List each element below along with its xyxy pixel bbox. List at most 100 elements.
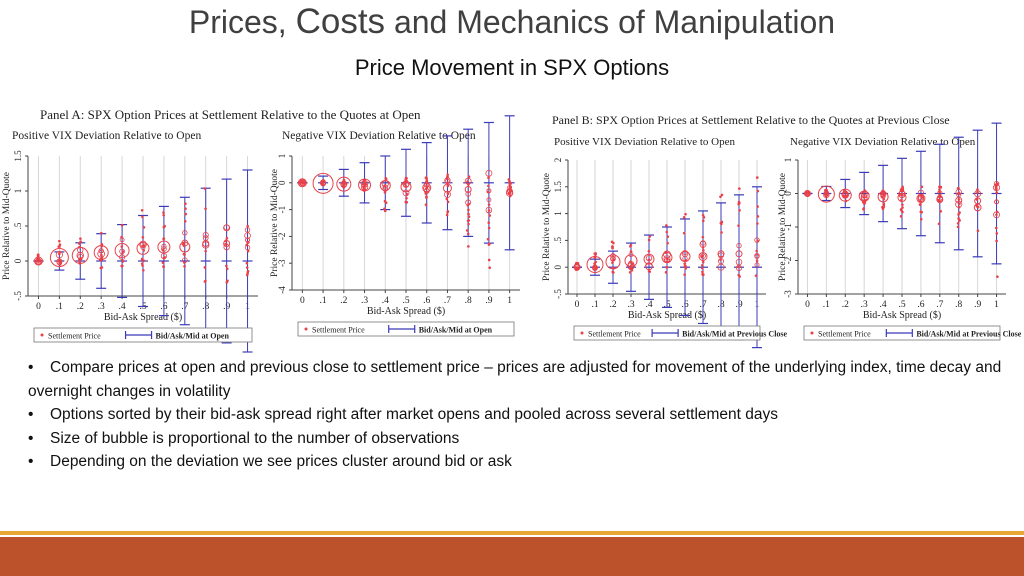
settlement-dot bbox=[611, 261, 614, 265]
bullet-item: • Depending on the deviation we see price… bbox=[28, 450, 1018, 474]
settlement-bubble-small bbox=[161, 246, 167, 252]
settlement-dot bbox=[956, 222, 960, 225]
bullet-text: Compare prices at open and previous clos… bbox=[28, 359, 1002, 400]
x-tick-label: .9 bbox=[974, 300, 981, 310]
settlement-bubble bbox=[624, 254, 638, 268]
settlement-dot bbox=[183, 253, 186, 256]
settlement-dot bbox=[465, 229, 469, 232]
settlement-bubble-small bbox=[464, 177, 472, 185]
bullet-text: Options sorted by their bid-ask spread r… bbox=[50, 406, 779, 423]
settlement-dot bbox=[383, 207, 386, 211]
settlement-bubble-small bbox=[993, 180, 1000, 187]
settlement-dot bbox=[58, 252, 61, 256]
settlement-bubble bbox=[916, 194, 926, 204]
settlement-bubble-small bbox=[955, 188, 962, 196]
x-tick-label: .2 bbox=[77, 302, 84, 312]
settlement-dot bbox=[184, 207, 187, 210]
settlement-bubble-small bbox=[700, 240, 706, 246]
settlement-dot bbox=[162, 265, 165, 268]
settlement-dot bbox=[487, 203, 491, 206]
x-tick-label: .1 bbox=[320, 296, 327, 306]
settlement-dot bbox=[957, 213, 960, 216]
x-tick-label: .4 bbox=[119, 302, 126, 312]
settlement-dot bbox=[593, 262, 597, 265]
y-axis-label: Price Relative to Mid-Quote bbox=[542, 173, 552, 281]
settlement-bubble-small bbox=[592, 264, 598, 270]
settlement-bubble bbox=[223, 240, 231, 247]
settlement-dot bbox=[424, 176, 428, 179]
settlement-dot bbox=[487, 209, 491, 212]
settlement-dot bbox=[142, 259, 146, 262]
settlement-bubble bbox=[358, 178, 372, 192]
settlement-dot bbox=[405, 196, 408, 200]
legend-settlement-marker bbox=[810, 331, 814, 335]
x-tick-label: .1 bbox=[56, 302, 63, 312]
settlement-bubble-small bbox=[444, 177, 451, 184]
settlement-dot bbox=[683, 273, 686, 276]
settlement-bubble-small bbox=[299, 179, 306, 186]
settlement-bubble bbox=[486, 188, 492, 194]
settlement-bubble-small bbox=[360, 183, 369, 191]
settlement-dot bbox=[720, 231, 723, 234]
x-axis-label: Bid-Ask Spread ($) bbox=[104, 312, 182, 323]
settlement-dot bbox=[246, 269, 250, 273]
settlement-bubble bbox=[858, 190, 870, 202]
settlement-bubble-small bbox=[223, 224, 231, 232]
y-tick-label: -3 bbox=[783, 290, 793, 298]
settlement-bubble-small bbox=[992, 184, 1001, 192]
x-tick-label: .2 bbox=[340, 296, 347, 306]
legend-quote-label: Bid/Ask/Mid at Previous Close bbox=[916, 330, 1021, 339]
settlement-dot bbox=[682, 231, 686, 235]
settlement-dot bbox=[682, 216, 686, 219]
x-tick-label: 0 bbox=[300, 296, 305, 306]
settlement-dot bbox=[467, 219, 471, 222]
settlement-dot bbox=[738, 209, 741, 212]
settlement-bubble bbox=[379, 179, 391, 191]
settlement-bubble-small bbox=[56, 258, 63, 265]
settlement-dot bbox=[301, 181, 304, 185]
settlement-bubble bbox=[838, 188, 852, 202]
settlement-dot bbox=[225, 236, 229, 240]
settlement-bubble bbox=[400, 181, 412, 193]
settlement-dot bbox=[594, 252, 597, 256]
settlement-bubble bbox=[507, 188, 513, 194]
settlement-bubble-small bbox=[76, 251, 84, 260]
settlement-dot bbox=[204, 207, 207, 211]
bullet-dot: • bbox=[28, 359, 34, 376]
settlement-bubble-small bbox=[754, 262, 760, 268]
settlement-dot bbox=[683, 262, 687, 265]
settlement-bubble bbox=[136, 241, 150, 255]
x-tick-label: .5 bbox=[898, 300, 905, 310]
settlement-bubble bbox=[49, 248, 69, 267]
settlement-dot bbox=[919, 202, 922, 206]
settlement-dot bbox=[976, 191, 979, 194]
settlement-dot bbox=[720, 220, 724, 224]
settlement-bubble bbox=[698, 251, 708, 261]
settlement-dot bbox=[665, 224, 668, 227]
panel-b-title: Panel B: SPX Option Prices at Settlement… bbox=[552, 113, 950, 127]
settlement-bubble bbox=[735, 250, 743, 258]
settlement-dot bbox=[509, 182, 512, 185]
settlement-dot bbox=[665, 230, 669, 234]
settlement-dot bbox=[404, 176, 408, 180]
settlement-bubble-small bbox=[681, 250, 689, 257]
settlement-bubble-small bbox=[465, 191, 471, 197]
legend-settlement-label: Settlement Price bbox=[818, 330, 871, 339]
settlement-dot bbox=[99, 266, 103, 270]
settlement-dot bbox=[246, 249, 250, 253]
settlement-bubble bbox=[114, 243, 130, 258]
settlement-dot bbox=[383, 209, 387, 213]
settlement-bubble-small bbox=[663, 255, 671, 263]
settlement-dot bbox=[995, 239, 998, 243]
settlement-bubble bbox=[33, 256, 43, 266]
settlement-dot bbox=[467, 208, 470, 212]
settlement-dot bbox=[938, 188, 941, 191]
y-axis-label: Price Relative to Mid-Quote bbox=[778, 173, 788, 281]
settlement-dot bbox=[862, 207, 865, 210]
settlement-dot bbox=[163, 224, 166, 228]
footer-bar bbox=[0, 537, 1024, 576]
settlement-bubble-small bbox=[645, 262, 653, 271]
settlement-dot bbox=[183, 219, 187, 223]
settlement-dot bbox=[121, 260, 125, 263]
x-tick-label: .4 bbox=[645, 300, 652, 310]
